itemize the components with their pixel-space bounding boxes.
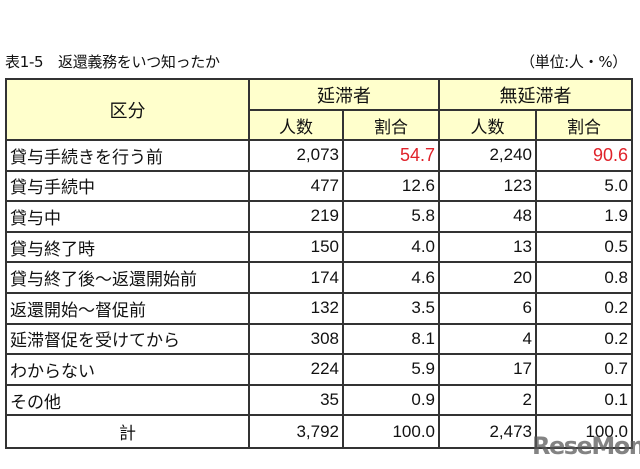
header-nondelinquent-pct: 割合 [535, 109, 633, 141]
table-row: 延滞督促を受けてから 308 8.1 4 0.2 [5, 322, 633, 356]
delinquent-count-cell: 2,073 [248, 139, 344, 172]
header-category: 区分 [5, 78, 250, 141]
row-label: 貸与手続中 [5, 169, 250, 203]
header-nondelinquent-count: 人数 [438, 109, 537, 141]
delinquent-pct-cell: 5.9 [342, 353, 440, 386]
delinquent-count-cell: 308 [248, 322, 344, 356]
delinquent-count-cell: 132 [248, 291, 344, 325]
nondelinquent-pct-cell: 0.7 [535, 353, 633, 386]
nondelinquent-count-cell: 2,240 [438, 139, 537, 172]
table-caption: 表1-5 返還義務をいつ知ったか （単位:人・%） [5, 50, 631, 74]
header-row-groups: 区分 延滞者 無延滞者 [5, 78, 633, 141]
nondelinquent-pct-cell: 5.0 [535, 169, 633, 203]
header-group-delinquent: 延滞者 [248, 78, 440, 111]
row-label: わからない [5, 353, 250, 386]
delinquent-count-cell: 174 [248, 261, 344, 294]
nondelinquent-pct-cell: 0.2 [535, 291, 633, 325]
delinquent-pct-cell: 0.9 [342, 383, 440, 417]
delinquent-count-cell: 35 [248, 383, 344, 417]
nondelinquent-count-cell: 20 [438, 261, 537, 294]
row-label: 貸与手続きを行う前 [5, 139, 250, 172]
delinquent-pct-cell: 4.0 [342, 230, 440, 264]
table-row: 貸与中 219 5.8 48 1.9 [5, 200, 633, 233]
delinquent-count-cell: 224 [248, 353, 344, 386]
row-label: その他 [5, 383, 250, 417]
nondelinquent-count-cell: 6 [438, 291, 537, 325]
row-label: 貸与中 [5, 200, 250, 233]
repayment-awareness-table: 区分 延滞者 無延滞者 人数 割合 人数 割合 貸与手続きを行う前 2,073 … [5, 78, 633, 450]
table-row: 貸与終了時 150 4.0 13 0.5 [5, 230, 633, 264]
header-group-nondelinquent: 無延滞者 [438, 78, 633, 111]
nondelinquent-pct-cell: 90.6 [535, 139, 633, 172]
header-delinquent-pct: 割合 [342, 109, 440, 141]
total-nondelinquent-count: 2,473 [438, 414, 537, 450]
nondelinquent-count-cell: 48 [438, 200, 537, 233]
delinquent-pct-cell: 8.1 [342, 322, 440, 356]
header-delinquent-count: 人数 [248, 109, 344, 141]
table-row: その他 35 0.9 2 0.1 [5, 383, 633, 417]
delinquent-pct-cell: 5.8 [342, 200, 440, 233]
header-row-sub: 人数 割合 人数 割合 [6, 109, 633, 141]
delinquent-pct-cell: 12.6 [342, 169, 440, 203]
nondelinquent-pct-cell: 1.9 [535, 200, 633, 233]
total-row: 計 3,792 100.0 2,473 100.0 [5, 414, 633, 450]
nondelinquent-pct-cell: 0.8 [535, 261, 633, 294]
table-row: 貸与終了後～返還開始前 174 4.6 20 0.8 [5, 261, 633, 294]
nondelinquent-count-cell: 2 [438, 383, 537, 417]
total-label: 計 [5, 414, 250, 450]
row-label: 延滞督促を受けてから [5, 322, 250, 356]
total-delinquent-pct: 100.0 [342, 414, 440, 450]
nondelinquent-pct-cell: 0.2 [535, 322, 633, 356]
delinquent-count-cell: 477 [248, 169, 344, 203]
table-row: 貸与手続中 477 12.6 123 5.0 [5, 169, 633, 203]
table-title: 表1-5 返還義務をいつ知ったか [5, 53, 220, 71]
nondelinquent-count-cell: 123 [438, 169, 537, 203]
table-row: 返還開始～督促前 132 3.5 6 0.2 [5, 291, 633, 325]
nondelinquent-count-cell: 13 [438, 230, 537, 264]
delinquent-pct-cell: 54.7 [342, 139, 440, 172]
table-row: 貸与手続きを行う前 2,073 54.7 2,240 90.6 [5, 139, 633, 172]
row-label: 返還開始～督促前 [5, 291, 250, 325]
nondelinquent-pct-cell: 0.1 [535, 383, 633, 417]
delinquent-pct-cell: 4.6 [342, 261, 440, 294]
delinquent-pct-cell: 3.5 [342, 291, 440, 325]
total-delinquent-count: 3,792 [248, 414, 344, 450]
total-nondelinquent-pct: 100.0 [535, 414, 633, 450]
row-label: 貸与終了時 [5, 230, 250, 264]
delinquent-count-cell: 219 [248, 200, 344, 233]
nondelinquent-count-cell: 17 [438, 353, 537, 386]
unit-label: （単位:人・%） [520, 53, 627, 71]
delinquent-count-cell: 150 [248, 230, 344, 264]
nondelinquent-pct-cell: 0.5 [535, 230, 633, 264]
table-row: わからない 224 5.9 17 0.7 [5, 353, 633, 386]
row-label: 貸与終了後～返還開始前 [5, 261, 250, 294]
nondelinquent-count-cell: 4 [438, 322, 537, 356]
